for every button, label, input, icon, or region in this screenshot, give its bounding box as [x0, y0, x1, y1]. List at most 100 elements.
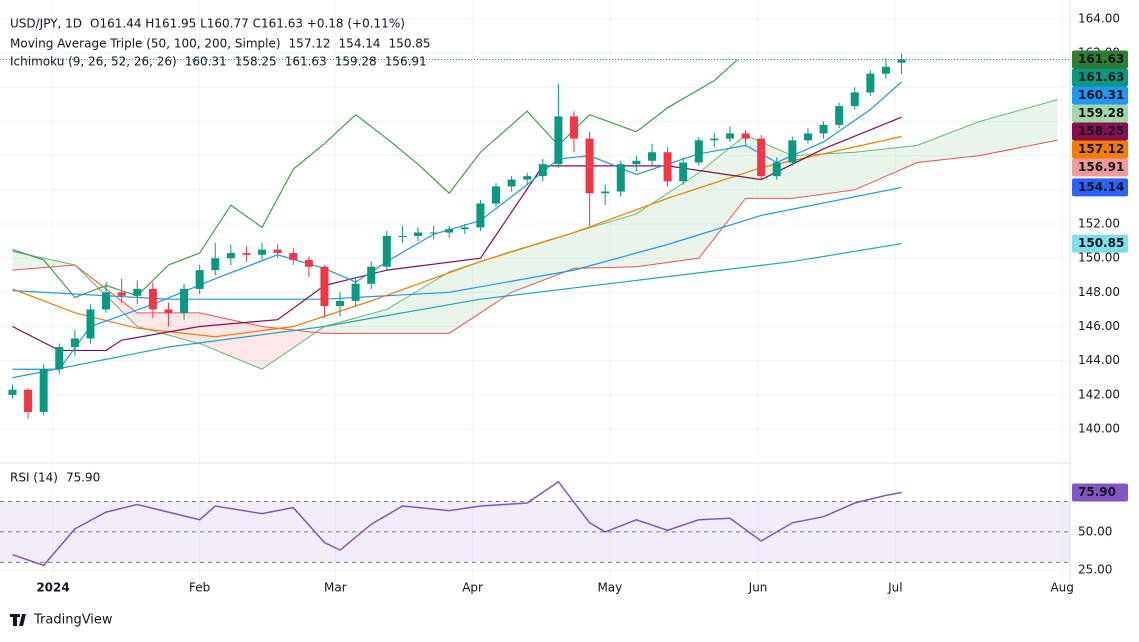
- y-tick-label: 152.00: [1078, 216, 1120, 230]
- candle-body: [86, 309, 95, 339]
- x-tick-label: Mar: [324, 581, 347, 595]
- price-tag-label: 157.12: [1078, 142, 1124, 156]
- candle-body: [663, 152, 672, 182]
- brand: TradingView: [33, 613, 113, 628]
- price-tag-label: 150.85: [1078, 236, 1124, 250]
- y-tick-label: 164.00: [1078, 11, 1120, 25]
- price-tag-label: 154.14: [1078, 180, 1124, 194]
- legend-text: 150.85: [389, 37, 431, 51]
- x-tick-label: Aug: [1050, 581, 1073, 595]
- candle-body: [133, 288, 142, 296]
- candle-body: [117, 292, 126, 296]
- y-tick-label: 144.00: [1078, 353, 1120, 367]
- candle-body: [835, 106, 844, 125]
- cloud-segment: [573, 213, 637, 269]
- candle-body: [881, 66, 890, 74]
- cloud-segment: [917, 121, 980, 163]
- legend-text: Ichimoku (9, 26, 52, 26, 26): [10, 55, 177, 69]
- y-tick-label: 50.00: [1078, 524, 1112, 538]
- price-tag-label: 161.63: [1078, 52, 1124, 66]
- candle-body: [289, 253, 298, 260]
- legend-text: O161.44 H161.95 L160.77 C161.63 +0.18 (+…: [90, 17, 405, 31]
- legend-text: 154.14: [339, 37, 381, 51]
- candle-body: [382, 235, 391, 267]
- candle-body: [414, 232, 423, 236]
- candle-body: [70, 338, 79, 348]
- candle-body: [460, 227, 469, 230]
- candle-body: [148, 288, 157, 310]
- x-tick-label: 2024: [36, 581, 69, 595]
- cloud-segment: [979, 99, 1058, 156]
- cloud-segment: [792, 152, 855, 199]
- candle-body: [725, 133, 734, 139]
- cloud-segment: [698, 135, 746, 259]
- candle-body: [554, 116, 563, 165]
- legend-text: 158.25: [235, 55, 277, 69]
- candle-body: [273, 249, 282, 254]
- legend-text: 157.12: [289, 37, 331, 51]
- x-tick-label: Apr: [462, 581, 483, 595]
- price-tag-label: 160.31: [1078, 88, 1124, 102]
- candle-body: [866, 73, 875, 93]
- price-tag-label: 156.91: [1078, 160, 1124, 174]
- rsi-line: [12, 480, 902, 567]
- y-tick-label: 148.00: [1078, 285, 1120, 299]
- price-tag-label: 159.28: [1078, 106, 1124, 120]
- price-tag: [1072, 122, 1128, 141]
- candle-body: [492, 186, 501, 204]
- price-tag: [1072, 68, 1128, 87]
- candle-body: [304, 259, 313, 267]
- candle-body: [195, 270, 204, 289]
- indicator-line: [12, 135, 902, 338]
- brand-logo: [10, 614, 26, 626]
- x-tick-label: Feb: [189, 581, 210, 595]
- legend-text: Moving Average Triple (50, 100, 200, Sim…: [10, 37, 281, 51]
- legend-text: RSI (14): [10, 471, 58, 485]
- candle-body: [710, 138, 719, 141]
- candle-body: [694, 140, 703, 163]
- candle-body: [351, 283, 360, 301]
- candle-body: [39, 369, 48, 412]
- indicator-line: [12, 243, 902, 379]
- cloud-segment: [636, 172, 699, 267]
- y-tick-label: 25.00: [1078, 562, 1112, 576]
- cloud-segment: [854, 145, 918, 190]
- candle-body: [476, 203, 485, 228]
- cloud-line: [12, 139, 1058, 334]
- candle-body: [226, 253, 235, 259]
- price-tag-label: 158.25: [1078, 124, 1124, 138]
- candle-body: [429, 232, 438, 234]
- candle-body: [55, 347, 64, 370]
- legend-text: 159.28: [335, 55, 377, 69]
- candle-body: [102, 292, 111, 310]
- candle-body: [242, 253, 251, 255]
- legend-text: USD/JPY, 1D: [10, 17, 82, 31]
- legend-text: 75.90: [66, 471, 100, 485]
- y-tick-label: 142.00: [1078, 387, 1120, 401]
- y-tick-label: 150.00: [1078, 251, 1120, 265]
- candle-body: [679, 162, 688, 182]
- candle-body: [538, 164, 547, 177]
- candle-body: [897, 59, 906, 63]
- price-tag: [1072, 234, 1128, 253]
- indicator-line: [12, 116, 902, 352]
- x-tick-label: Jul: [887, 581, 902, 595]
- candle-body: [757, 138, 766, 177]
- candle-body: [803, 133, 812, 141]
- price-tag: [1072, 483, 1128, 502]
- candle-body: [819, 124, 828, 134]
- candle-body: [569, 116, 578, 139]
- x-tick-label: May: [597, 581, 622, 595]
- candle-body: [507, 179, 516, 187]
- candle-body: [211, 258, 220, 271]
- candle-body: [164, 309, 173, 313]
- price-tag-label: 75.90: [1078, 485, 1116, 499]
- candle-body: [523, 176, 532, 180]
- candle-body: [741, 133, 750, 139]
- candle-body: [320, 266, 329, 307]
- price-tag: [1072, 86, 1128, 105]
- candle-body: [367, 266, 376, 284]
- cloud-segment: [449, 251, 512, 334]
- legend-text: 156.91: [385, 55, 427, 69]
